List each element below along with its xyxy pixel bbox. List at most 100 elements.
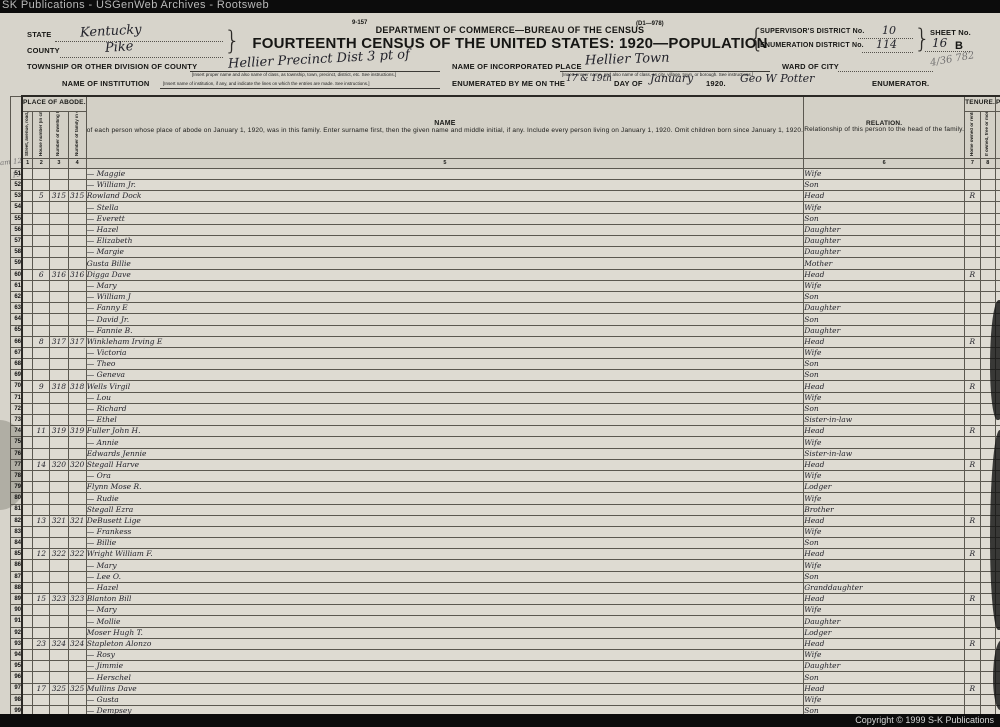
street-cell	[21, 324, 34, 337]
relation-cell: Wife	[803, 167, 966, 181]
line-number: 58	[10, 246, 23, 259]
relation-cell: Head	[803, 425, 966, 438]
family-cell	[67, 447, 87, 460]
family-cell	[67, 290, 87, 304]
house-number-cell	[32, 626, 51, 639]
institution-note: [Insert name of institution, if any, and…	[163, 81, 370, 86]
dwelling-cell	[49, 235, 69, 248]
name-cell: Stegall Ezra	[85, 503, 805, 516]
dwelling-cell: 318	[49, 380, 69, 393]
house-number-cell: 13	[32, 514, 51, 527]
tenure-cell	[964, 414, 981, 427]
dwelling-cell	[49, 324, 69, 337]
relation-cell: Head	[803, 380, 966, 393]
name-cell: — Mary	[85, 279, 805, 292]
dwelling-cell	[49, 648, 69, 662]
dwelling-cell	[49, 246, 69, 259]
line-number: 78	[10, 469, 23, 483]
name-cell: Gusta Billie	[85, 257, 805, 270]
dwelling-cell	[49, 358, 69, 371]
house-number-cell: 17	[32, 682, 51, 695]
tenure-cell	[964, 469, 981, 483]
table-row: 88— HazelGranddaughterFW6SVirginiaVirgin…	[10, 581, 1000, 595]
house-number-cell	[32, 324, 51, 337]
house-number-cell	[32, 391, 51, 404]
line-number: 63	[10, 302, 23, 315]
dwelling-cell	[49, 201, 69, 214]
relation-cell: Daughter	[803, 615, 966, 628]
name-cell: Fuller John H.	[85, 425, 805, 438]
table-row: 69— GenevaSonMW4½STennesseeTennesseeTenn…	[10, 369, 1000, 382]
name-cell: — Hazel	[85, 223, 805, 237]
house-number-cell	[32, 369, 51, 382]
house-number-cell	[32, 290, 51, 304]
street-cell	[21, 190, 34, 203]
house-number-cell	[32, 671, 51, 684]
name-cell: — Margie	[85, 246, 805, 259]
sex-cell: F	[995, 279, 1000, 292]
family-cell: 322	[67, 548, 87, 561]
enumerator-signature: Geo W Potter	[740, 72, 815, 85]
line-number: 90	[10, 604, 23, 617]
line-number: 87	[10, 570, 23, 583]
sex-cell: F	[995, 235, 1000, 248]
dwelling-cell	[49, 537, 69, 550]
house-number-cell: 9	[32, 380, 51, 393]
name-cell: — Ethel	[85, 414, 805, 427]
line-number: 52	[10, 179, 23, 192]
table-row: 71— LouWifeFW23MyesyesKentuckyKentuckyKe…	[10, 391, 1000, 404]
street-cell	[21, 179, 34, 192]
incorporated-value: Hellier Town	[584, 50, 670, 69]
group-personal-description: PERSONAL DESCRIPTION.	[995, 94, 1000, 112]
line-number: 69	[10, 369, 23, 382]
line-number: 76	[10, 447, 23, 460]
house-number-cell: 14	[32, 458, 51, 471]
relation-cell: Daughter	[803, 235, 966, 248]
dwelling-cell	[49, 570, 69, 583]
table-row: 86— MaryWifeFW59MnonoVirginiaVirginiaVir…	[10, 559, 1000, 572]
line-number: 93	[10, 637, 23, 650]
name-cell: — Rudie	[85, 492, 805, 505]
mortgage-cell	[979, 179, 997, 192]
family-cell	[67, 358, 87, 371]
sex-cell: M	[995, 190, 1000, 203]
table-row: 84— BillieSonMW½SKentuckyKentuckyKentuck…	[10, 537, 1000, 550]
street-cell	[21, 570, 34, 583]
sheet-label: SHEET No.	[930, 28, 971, 37]
dwelling-cell: 320	[49, 458, 69, 471]
tenure-cell	[964, 693, 981, 706]
family-cell	[67, 570, 87, 583]
relation-cell: Lodger	[803, 481, 966, 494]
family-cell: 325	[67, 682, 87, 695]
dwelling-cell	[49, 581, 69, 595]
institution-rule	[160, 87, 440, 89]
dwelling-cell: 323	[49, 593, 69, 606]
tenure-cell	[964, 346, 981, 360]
group-place-of-abode: PLACE OF ABODE.	[21, 94, 87, 112]
line-number: 84	[10, 537, 23, 550]
name-cell: — Fanny E	[85, 302, 805, 315]
tenure-cell	[964, 581, 981, 595]
name-cell: Mullins Dave	[85, 682, 805, 695]
dwelling-cell	[49, 391, 69, 404]
archive-watermark: SK Publications - USGenWeb Archives - Ro…	[2, 0, 270, 11]
sex-cell: M	[995, 179, 1000, 192]
house-number-cell	[32, 604, 51, 617]
tenure-cell	[964, 436, 981, 449]
line-number: 81	[10, 503, 23, 516]
family-cell	[67, 179, 87, 192]
family-cell	[67, 481, 87, 494]
family-cell: 318	[67, 380, 87, 393]
street-cell	[21, 335, 34, 348]
street-cell	[21, 402, 34, 416]
street-cell	[21, 660, 34, 673]
line-number: 77	[10, 458, 23, 471]
line-number: 64	[10, 313, 23, 326]
column-number: 1	[21, 157, 34, 169]
tenure-cell	[964, 167, 981, 181]
